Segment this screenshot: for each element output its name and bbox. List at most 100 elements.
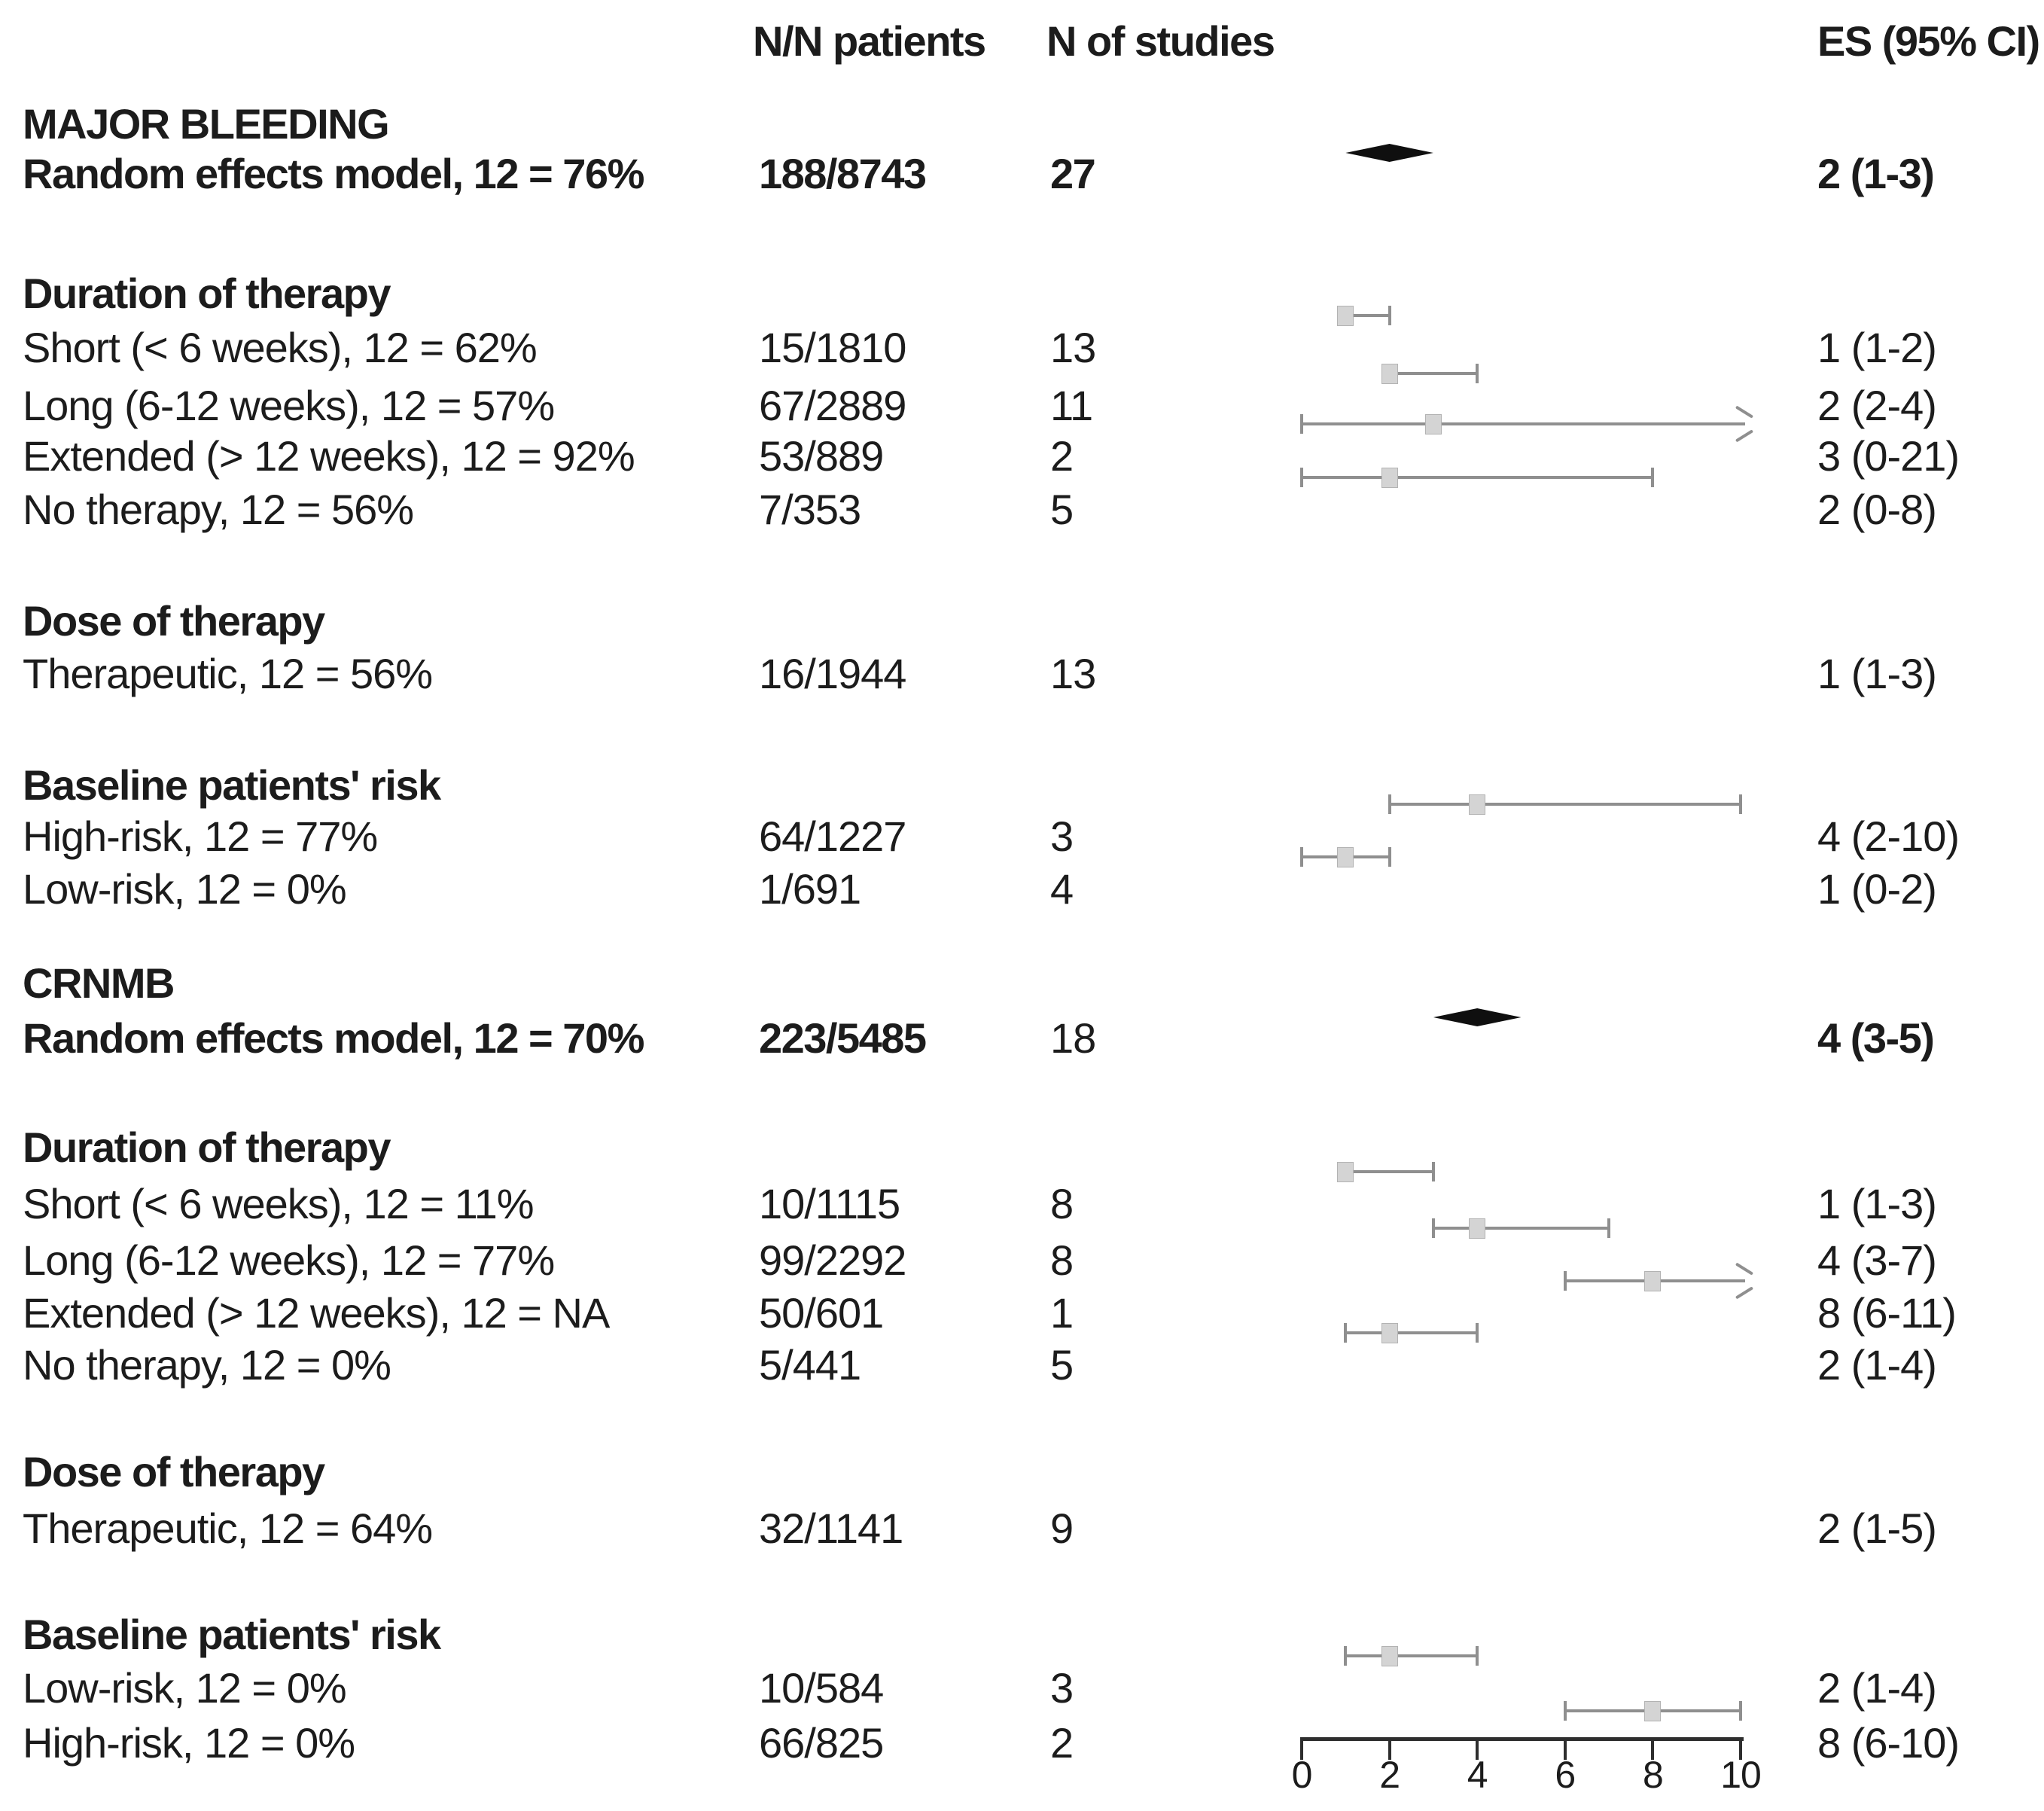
es-value: 2 (1-3) xyxy=(1817,150,1935,197)
es-value: 2 (1-4) xyxy=(1817,1341,1937,1389)
patients-value: 7/353 xyxy=(759,486,861,533)
x-axis-tick-label: 4 xyxy=(1467,1754,1488,1796)
ci-lower-cap xyxy=(1388,794,1391,814)
ci-lower-cap xyxy=(1563,1271,1567,1291)
patients-value: 50/601 xyxy=(759,1289,884,1337)
point-estimate-square xyxy=(1644,1270,1662,1291)
es-value: 2 (2-4) xyxy=(1817,382,1937,429)
studies-value: 3 xyxy=(1050,813,1074,860)
point-estimate-square xyxy=(1381,1645,1398,1666)
es-value: 1 (1-3) xyxy=(1817,1180,1937,1227)
ci-overflow-arrow-icon xyxy=(1732,1262,1754,1300)
ci-upper-cap xyxy=(1607,1218,1611,1238)
x-axis-tick-label: 2 xyxy=(1379,1754,1400,1796)
patients-value: 32/1141 xyxy=(759,1505,903,1552)
studies-value: 5 xyxy=(1050,1341,1074,1389)
patients-value: 64/1227 xyxy=(759,813,906,860)
column-header-studies: N of studies xyxy=(1046,17,1275,65)
x-axis-tick-label: 8 xyxy=(1642,1754,1664,1796)
study-label: High-risk, 12 = 0% xyxy=(23,1719,355,1767)
section-label: Duration of therapy xyxy=(23,1123,391,1171)
patients-value: 99/2292 xyxy=(759,1236,906,1284)
patients-value: 67/2889 xyxy=(759,382,906,429)
es-value: 3 (0-21) xyxy=(1817,432,1960,480)
point-estimate-square xyxy=(1469,1218,1486,1239)
es-value: 4 (2-10) xyxy=(1817,813,1960,860)
study-label: Extended (> 12 weeks), 12 = NA xyxy=(23,1289,610,1337)
studies-value: 11 xyxy=(1050,382,1093,429)
arrow-lower-stroke xyxy=(1735,429,1753,443)
studies-value: 4 xyxy=(1050,865,1074,913)
es-value: 8 (6-11) xyxy=(1817,1289,1957,1337)
ci-lower-cap xyxy=(1300,468,1303,487)
studies-value: 8 xyxy=(1050,1236,1074,1284)
arrow-upper-stroke xyxy=(1735,1262,1753,1276)
pooled-diamond-marker xyxy=(1433,1008,1522,1026)
point-estimate-square xyxy=(1381,467,1398,488)
confidence-interval-line xyxy=(1345,1170,1433,1173)
es-value: 1 (0-2) xyxy=(1817,865,1937,913)
point-estimate-square xyxy=(1644,1700,1662,1721)
studies-value: 2 xyxy=(1050,1719,1074,1767)
patients-value: 53/889 xyxy=(759,432,884,480)
ci-upper-cap xyxy=(1476,364,1479,383)
study-label: Long (6-12 weeks), 12 = 77% xyxy=(23,1236,555,1284)
confidence-interval-line xyxy=(1345,1654,1478,1657)
x-axis-tick-label: 0 xyxy=(1291,1754,1313,1796)
patients-value: 188/8743 xyxy=(759,150,927,197)
studies-value: 13 xyxy=(1050,324,1096,371)
confidence-interval-line xyxy=(1389,372,1478,375)
ci-lower-cap xyxy=(1344,1323,1348,1343)
x-axis-tick-label: 10 xyxy=(1720,1754,1762,1796)
study-label: Low-risk, 12 = 0% xyxy=(23,1664,347,1712)
ci-upper-cap xyxy=(1431,1162,1435,1181)
study-label: No therapy, 12 = 0% xyxy=(23,1341,391,1389)
x-axis-line xyxy=(1300,1737,1744,1741)
confidence-interval-line xyxy=(1345,1331,1478,1334)
x-axis-tick xyxy=(1300,1737,1303,1760)
column-header-es: ES (95% CI) xyxy=(1817,17,2040,65)
studies-value: 5 xyxy=(1050,486,1074,533)
pooled-diamond-marker xyxy=(1345,144,1433,162)
group-label: MAJOR BLEEDING xyxy=(23,100,390,148)
point-estimate-square xyxy=(1337,1161,1354,1182)
ci-upper-cap xyxy=(1476,1646,1479,1666)
section-label: Dose of therapy xyxy=(23,1448,325,1495)
ci-lower-cap xyxy=(1563,1701,1567,1721)
x-axis-tick-label: 6 xyxy=(1555,1754,1576,1796)
study-label: No therapy, 12 = 56% xyxy=(23,486,414,533)
ci-lower-cap xyxy=(1344,1646,1348,1666)
study-label: High-risk, 12 = 77% xyxy=(23,813,378,860)
pooled-label: Random effects model, 12 = 76% xyxy=(23,150,644,197)
studies-value: 27 xyxy=(1050,150,1096,197)
es-value: 1 (1-2) xyxy=(1817,324,1937,371)
studies-value: 2 xyxy=(1050,432,1074,480)
point-estimate-square xyxy=(1337,305,1354,326)
section-label: Dose of therapy xyxy=(23,597,325,645)
patients-value: 5/441 xyxy=(759,1341,861,1389)
confidence-interval-line xyxy=(1345,314,1390,317)
column-header-patients: N/N patients xyxy=(753,17,986,65)
study-label: Long (6-12 weeks), 12 = 57% xyxy=(23,382,555,429)
ci-lower-cap xyxy=(1300,847,1303,867)
section-label: Baseline patients' risk xyxy=(23,1611,441,1658)
patients-value: 16/1944 xyxy=(759,650,906,697)
es-value: 8 (6-10) xyxy=(1817,1719,1960,1767)
patients-value: 15/1810 xyxy=(759,324,906,371)
ci-upper-cap xyxy=(1739,1701,1742,1721)
ci-upper-cap xyxy=(1388,847,1391,867)
patients-value: 10/1115 xyxy=(759,1180,900,1227)
es-value: 2 (1-4) xyxy=(1817,1664,1937,1712)
es-value: 4 (3-7) xyxy=(1817,1236,1937,1284)
studies-value: 18 xyxy=(1050,1014,1096,1062)
x-axis-tick xyxy=(1739,1737,1742,1760)
point-estimate-square xyxy=(1337,846,1354,867)
point-estimate-square xyxy=(1424,413,1442,434)
studies-value: 1 xyxy=(1050,1289,1074,1337)
study-label: Therapeutic, 12 = 64% xyxy=(23,1505,433,1552)
study-label: Therapeutic, 12 = 56% xyxy=(23,650,433,697)
ci-upper-cap xyxy=(1388,306,1391,325)
patients-value: 223/5485 xyxy=(759,1014,927,1062)
confidence-interval-line xyxy=(1389,803,1741,806)
